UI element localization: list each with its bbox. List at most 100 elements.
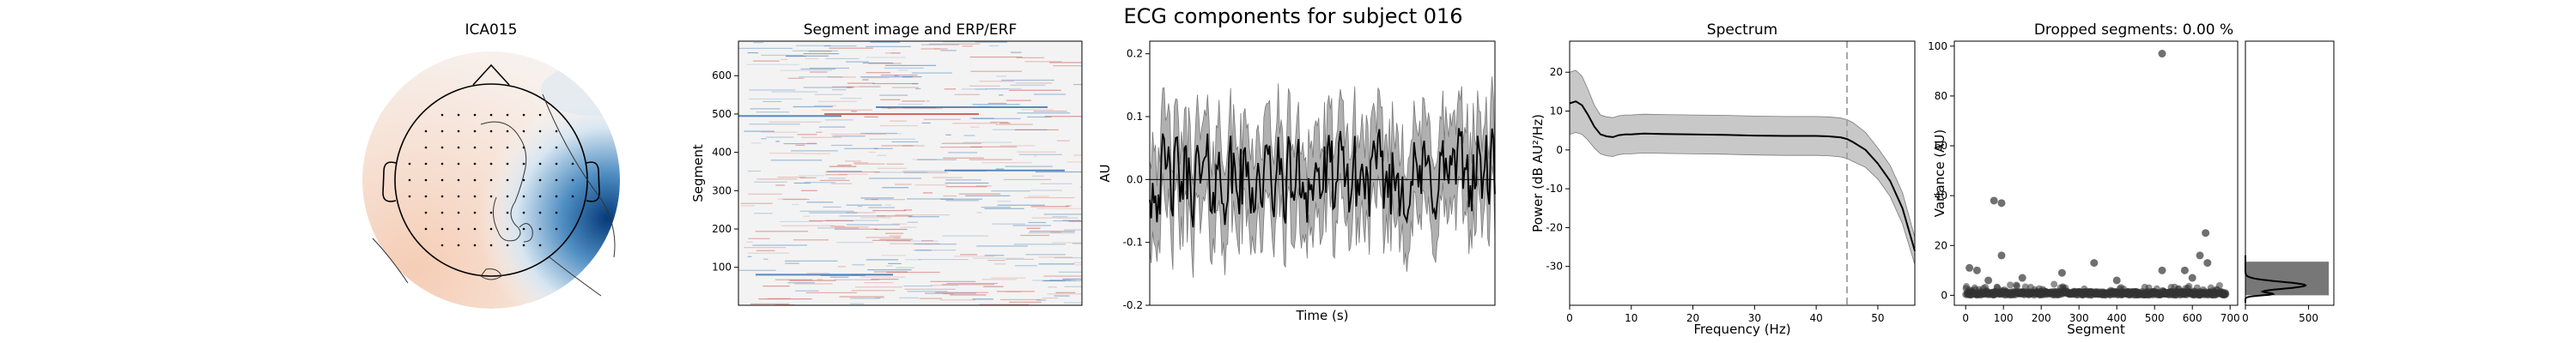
- segment-stripe: [886, 240, 939, 242]
- segment-stripe: [1036, 299, 1047, 301]
- segment-stripe: [756, 274, 893, 276]
- variance-outlier: [2112, 276, 2121, 285]
- segment-stripe: [860, 276, 906, 278]
- segment-stripe: [794, 290, 819, 292]
- variance-outlier: [2057, 268, 2066, 277]
- segment-stripe: [771, 91, 818, 93]
- segment-stripe: [970, 70, 1023, 72]
- segment-stripe: [876, 215, 913, 217]
- segment-stripe: [752, 244, 808, 246]
- variance-outlier: [2090, 259, 2099, 268]
- segment-stripe: [806, 273, 830, 274]
- sensor-dot: [457, 195, 460, 198]
- segment-stripe: [1054, 295, 1070, 297]
- segment-stripe: [907, 291, 948, 292]
- segment-stripe: [958, 193, 1001, 195]
- variance-xtick-label: 700: [2221, 312, 2240, 324]
- segment-stripe: [780, 69, 833, 71]
- segment-stripe: [837, 266, 846, 268]
- nose-outline: [472, 63, 510, 86]
- topomap-panel: ICA015: [362, 21, 620, 309]
- segment-ytick-label: 100: [712, 262, 732, 274]
- sensor-dot: [522, 146, 526, 149]
- segment-stripe: [897, 103, 923, 105]
- segment-stripe: [884, 64, 937, 66]
- erp-mean-line: [1149, 128, 1496, 228]
- segment-stripe: [807, 142, 817, 144]
- segment-stripe: [891, 141, 919, 143]
- segment-stripe: [1072, 243, 1082, 244]
- segment-stripe: [996, 75, 1006, 77]
- sensor-dot: [489, 146, 493, 149]
- segment-stripe: [960, 254, 978, 256]
- erp-ytick-label: 0.0: [1127, 173, 1143, 185]
- segment-stripe: [1043, 280, 1082, 281]
- segment-ytick-label: 600: [712, 69, 732, 81]
- segment-stripe: [1036, 208, 1082, 209]
- segment-stripe: [738, 47, 793, 49]
- sensor-dot: [522, 227, 526, 231]
- segment-stripe: [756, 250, 775, 251]
- segment-stripe: [781, 58, 787, 61]
- sensor-dot: [489, 178, 493, 182]
- segment-stripe: [801, 136, 841, 138]
- segment-stripe: [946, 282, 998, 285]
- segment-stripe: [846, 224, 900, 226]
- segment-stripe: [1047, 293, 1082, 295]
- segment-stripe: [945, 169, 1065, 172]
- segment-stripe: [871, 279, 899, 280]
- segment-stripe: [905, 259, 921, 261]
- segment-stripe: [1064, 229, 1081, 231]
- sensor-dot: [571, 195, 574, 198]
- sensor-dot: [473, 244, 477, 247]
- segment-stripe: [823, 45, 857, 47]
- sensor-dot: [473, 162, 477, 165]
- segment-stripe: [869, 138, 916, 140]
- segment-stripe: [830, 133, 886, 135]
- variance-outlier: [2203, 259, 2212, 268]
- sensor-dot: [506, 146, 509, 149]
- segment-stripe: [827, 76, 856, 78]
- segment-stripe: [846, 212, 876, 214]
- segment-stripe: [943, 157, 984, 159]
- segment-stripe: [888, 262, 902, 265]
- segment-stripe: [740, 205, 755, 207]
- variance-point: [2050, 280, 2058, 288]
- segment-stripe: [809, 220, 854, 222]
- variance-outlier: [1984, 276, 1993, 285]
- sensor-dot: [424, 227, 428, 231]
- sensor-dot: [440, 178, 444, 182]
- segment-stripe: [983, 286, 1004, 287]
- segment-stripe: [752, 60, 780, 62]
- segment-stripe: [817, 100, 857, 102]
- segment-stripe: [1062, 278, 1082, 280]
- left-ear-outline: [382, 161, 397, 202]
- erp-ytick-label: 0.1: [1127, 111, 1143, 123]
- segment-stripe: [864, 198, 878, 201]
- segment-stripe: [984, 255, 1005, 256]
- segment-stripe: [908, 216, 939, 218]
- sensor-dot: [522, 244, 526, 247]
- segment-stripe: [884, 52, 901, 54]
- segment-stripe: [868, 151, 876, 153]
- segment-stripe: [1005, 99, 1032, 101]
- segment-stripe: [919, 298, 942, 299]
- histogram-xaxis: 0 500: [2242, 305, 2318, 324]
- segment-stripe: [804, 153, 831, 154]
- segment-stripe: [888, 107, 943, 110]
- segment-stripe: [747, 256, 752, 257]
- segment-stripe: [825, 57, 860, 60]
- segment-stripe: [1068, 220, 1082, 222]
- sensor-dot: [538, 195, 542, 198]
- segment-stripe: [969, 117, 994, 119]
- segment-stripe: [940, 198, 982, 200]
- segment-stripe: [814, 105, 836, 106]
- segment-stripe: [1016, 57, 1045, 58]
- segment-stripe: [882, 187, 909, 189]
- segment-stripe: [975, 88, 987, 90]
- segment-stripe: [738, 269, 776, 271]
- segment-stripe: [918, 259, 969, 261]
- segment-stripe: [827, 171, 862, 172]
- segment-stripe: [1048, 286, 1057, 288]
- variance-point: [2215, 281, 2223, 289]
